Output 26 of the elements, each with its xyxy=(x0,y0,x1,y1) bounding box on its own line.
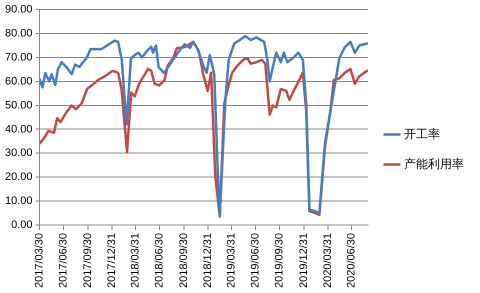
x-tick-label: 2019/03/31 xyxy=(226,232,238,288)
x-tick-label: 2017/06/30 xyxy=(58,232,70,288)
x-tick-label: 2019/12/31 xyxy=(298,232,310,288)
y-tick-label: 70.00 xyxy=(4,51,33,64)
x-tick-label: 2020/03/31 xyxy=(322,232,334,288)
y-tick-label: 0.00 xyxy=(11,218,33,231)
x-tick-label: 2019/09/30 xyxy=(274,232,286,288)
x-tick-label: 2018/09/30 xyxy=(178,232,190,288)
x-tick-label: 2018/06/30 xyxy=(154,232,166,288)
x-tick-label: 2017/03/30 xyxy=(34,232,46,288)
x-tick-label: 2017/12/31 xyxy=(106,232,118,288)
y-tick-label: 40.00 xyxy=(4,123,33,136)
legend-label: 开工率 xyxy=(404,126,440,141)
y-tick-label: 80.00 xyxy=(4,28,33,40)
x-tick-label: 2018/12/31 xyxy=(202,232,214,288)
y-tick-label: 20.00 xyxy=(4,171,33,184)
x-tick-label: 2019/06/30 xyxy=(250,232,262,288)
y-tick-label: 60.00 xyxy=(4,75,33,88)
legend-label: 产能利用率 xyxy=(404,156,464,171)
x-tick-label: 2017/09/30 xyxy=(82,232,94,288)
y-tick-label: 30.00 xyxy=(4,147,33,160)
y-tick-label: 50.00 xyxy=(4,99,33,112)
y-tick-label: 10.00 xyxy=(4,195,33,208)
x-tick-label: 2018/03/31 xyxy=(130,232,142,288)
x-tick-label: 2020/06/30 xyxy=(346,232,358,288)
y-tick-label: 90.00 xyxy=(4,4,33,16)
